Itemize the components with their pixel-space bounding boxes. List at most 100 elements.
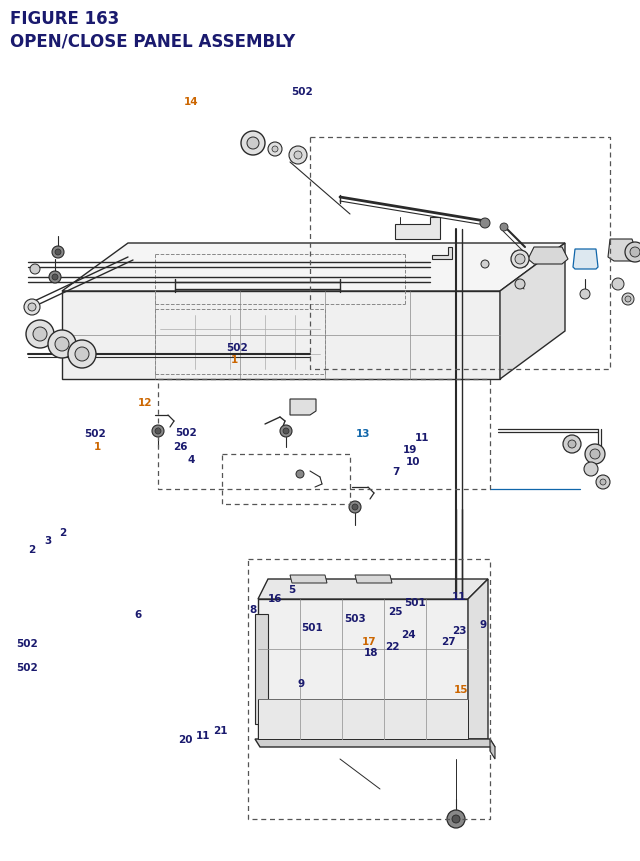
Text: 9: 9 (479, 619, 487, 629)
Text: 502: 502 (175, 427, 196, 437)
Circle shape (55, 338, 69, 351)
Circle shape (247, 138, 259, 150)
Circle shape (600, 480, 606, 486)
Polygon shape (62, 292, 500, 380)
Text: 2: 2 (28, 544, 36, 554)
Text: 18: 18 (364, 647, 378, 658)
Circle shape (26, 320, 54, 349)
Text: 12: 12 (138, 398, 152, 408)
Text: 502: 502 (84, 428, 106, 438)
Circle shape (294, 152, 302, 160)
Text: 501: 501 (301, 622, 323, 632)
Text: 22: 22 (385, 641, 399, 651)
Text: 11: 11 (196, 730, 211, 740)
Text: OPEN/CLOSE PANEL ASSEMBLY: OPEN/CLOSE PANEL ASSEMBLY (10, 32, 295, 50)
Circle shape (289, 147, 307, 164)
Text: 1: 1 (230, 355, 238, 365)
Circle shape (296, 470, 304, 479)
Polygon shape (290, 575, 327, 583)
Circle shape (622, 294, 634, 306)
Circle shape (52, 275, 58, 281)
Circle shape (596, 475, 610, 489)
Text: 15: 15 (454, 684, 468, 694)
Polygon shape (255, 739, 495, 747)
Circle shape (241, 132, 265, 156)
Circle shape (349, 501, 361, 513)
Circle shape (563, 436, 581, 454)
Text: 25: 25 (388, 606, 403, 616)
Circle shape (55, 250, 61, 256)
Circle shape (33, 328, 47, 342)
Polygon shape (395, 218, 440, 239)
Text: 21: 21 (214, 725, 228, 735)
Text: 503: 503 (344, 613, 366, 623)
Circle shape (283, 429, 289, 435)
Text: 6: 6 (134, 610, 141, 620)
Circle shape (52, 247, 64, 258)
Circle shape (152, 425, 164, 437)
Polygon shape (608, 239, 638, 262)
Text: 23: 23 (452, 625, 467, 635)
Circle shape (352, 505, 358, 511)
Circle shape (515, 255, 525, 264)
Circle shape (585, 444, 605, 464)
Circle shape (75, 348, 89, 362)
Text: 10: 10 (406, 456, 420, 467)
Text: 11: 11 (452, 592, 467, 602)
Text: 24: 24 (401, 629, 415, 640)
Text: 7: 7 (392, 467, 399, 477)
Polygon shape (258, 699, 468, 739)
Polygon shape (528, 248, 568, 264)
Text: 20: 20 (179, 734, 193, 744)
Circle shape (511, 251, 529, 269)
Text: 14: 14 (184, 96, 198, 107)
Text: 16: 16 (268, 593, 282, 604)
Circle shape (515, 280, 525, 289)
Text: FIGURE 163: FIGURE 163 (10, 10, 119, 28)
Circle shape (625, 297, 631, 303)
Circle shape (68, 341, 96, 369)
Circle shape (49, 272, 61, 283)
Circle shape (268, 143, 282, 157)
Text: 501: 501 (404, 597, 426, 607)
Polygon shape (355, 575, 392, 583)
Polygon shape (468, 579, 488, 739)
Text: 27: 27 (441, 636, 455, 647)
Circle shape (280, 425, 292, 437)
Text: 13: 13 (356, 428, 371, 438)
Polygon shape (255, 614, 268, 724)
Text: 4: 4 (187, 455, 195, 465)
Circle shape (590, 449, 600, 460)
Circle shape (625, 243, 640, 263)
Circle shape (30, 264, 40, 275)
Circle shape (447, 810, 465, 828)
Circle shape (48, 331, 76, 358)
Polygon shape (290, 400, 316, 416)
Text: 502: 502 (16, 638, 38, 648)
Text: 5: 5 (288, 585, 296, 595)
Text: 19: 19 (403, 444, 417, 455)
Text: 2: 2 (59, 527, 67, 537)
Text: 502: 502 (291, 87, 313, 97)
Text: 26: 26 (173, 441, 188, 451)
Polygon shape (258, 579, 488, 599)
Text: 11: 11 (415, 432, 429, 443)
Circle shape (28, 304, 36, 312)
Circle shape (272, 147, 278, 152)
Circle shape (580, 289, 590, 300)
Circle shape (612, 279, 624, 291)
Circle shape (481, 261, 489, 269)
Polygon shape (500, 244, 565, 380)
Circle shape (568, 441, 576, 449)
Polygon shape (490, 739, 495, 759)
Circle shape (480, 219, 490, 229)
Text: 502: 502 (16, 662, 38, 672)
Text: 502: 502 (226, 343, 248, 353)
Circle shape (584, 462, 598, 476)
Circle shape (155, 429, 161, 435)
Text: 1: 1 (93, 441, 101, 451)
Circle shape (630, 248, 640, 257)
Polygon shape (432, 248, 452, 260)
Polygon shape (573, 250, 598, 269)
Polygon shape (62, 244, 565, 292)
